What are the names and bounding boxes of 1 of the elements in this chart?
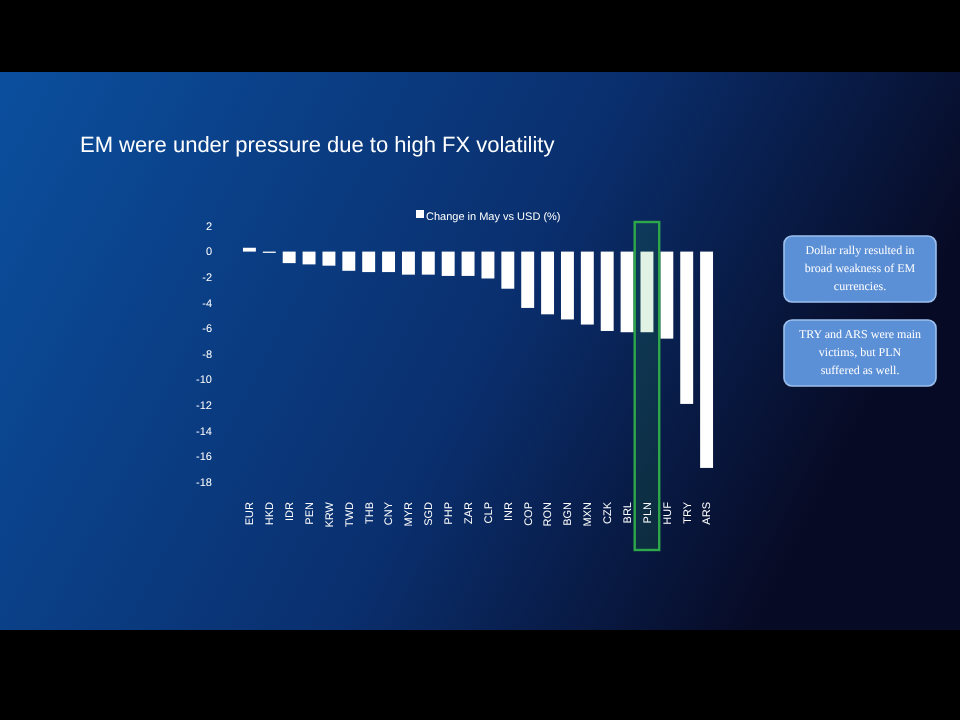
chart-title: EM were under pressure due to high FX volatility — [80, 134, 556, 158]
